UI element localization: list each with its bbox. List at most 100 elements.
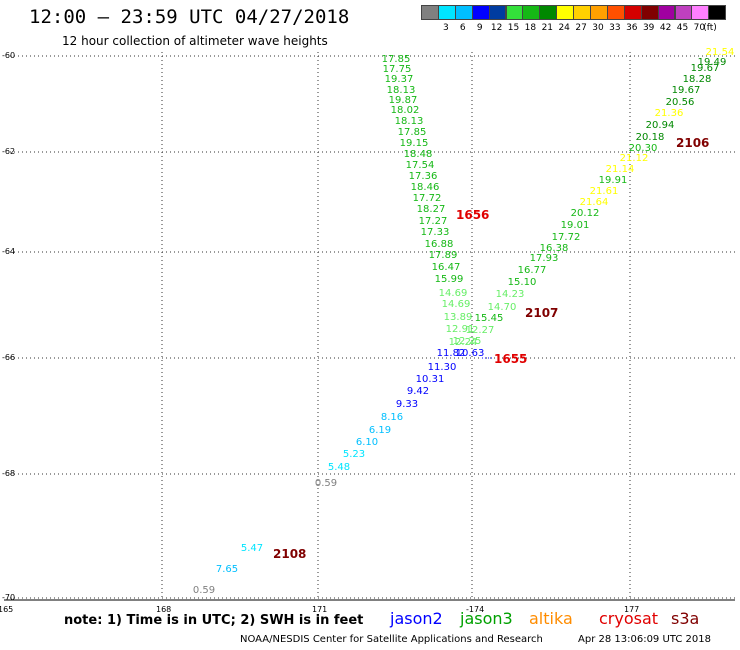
wave-height-value: 9.33 (395, 399, 419, 410)
wave-height-value: 20.30 (628, 143, 658, 154)
latitude-label: -66 (2, 353, 16, 362)
color-scale-label: 21 (541, 23, 554, 33)
credit-line: NOAA/NESDIS Center for Satellite Applica… (240, 634, 543, 645)
latitude-label: -64 (2, 247, 16, 256)
page-subtitle: 12 hour collection of altimeter wave hei… (62, 34, 328, 48)
legend-altika: altika (529, 609, 573, 628)
wave-height-value: 19.01 (560, 220, 590, 231)
wave-height-value: 21.64 (579, 197, 609, 208)
latitude-label: -70 (2, 593, 16, 602)
wave-height-value: 19.67 (671, 85, 701, 96)
footnote: note: 1) Time is in UTC; 2) SWH is in fe… (64, 613, 364, 628)
wave-height-value: 18.48 (403, 149, 433, 160)
color-scale-label: 12 (490, 23, 503, 33)
wave-height-value: 5.23 (342, 449, 366, 460)
pass-time-label: 2106 (676, 136, 710, 150)
wave-height-value: 15.45 (474, 313, 504, 324)
wave-height-value: 17.85 (381, 54, 411, 65)
color-scale-label: 24 (558, 23, 570, 33)
wave-height-value: 17.75 (382, 64, 412, 75)
longitude-label: 165 (0, 605, 14, 614)
wave-height-value: 14.69 (441, 299, 471, 310)
color-scale-label: 42 (659, 23, 672, 33)
wave-height-value: 15.99 (434, 274, 464, 285)
latitude-label: -60 (2, 51, 16, 60)
wave-height-value: 20.12 (570, 208, 600, 219)
wave-height-value: 5.48 (327, 462, 351, 473)
pass-time-label: 1655 (494, 352, 528, 366)
color-scale-unit: (ft) (703, 23, 717, 33)
wave-height-value: 16.38 (539, 243, 569, 254)
longitude-label: 177 (624, 605, 640, 614)
wave-height-value: 9.42 (406, 386, 430, 397)
wave-height-value: 6.19 (368, 425, 392, 436)
wave-height-value: 19.37 (384, 74, 414, 85)
longitude-label: -174 (466, 605, 485, 614)
wave-height-value: 17.33 (420, 227, 450, 238)
wave-height-value: 18.27 (416, 204, 446, 215)
wave-height-value: 21.54 (705, 47, 735, 58)
wave-height-value: 21.12 (619, 153, 649, 164)
wave-height-value: 12.91 (445, 324, 475, 335)
wave-height-value: 17.72 (551, 232, 581, 243)
wave-height-value: 19.91 (598, 175, 628, 186)
wave-height-value: 20.94 (645, 120, 675, 131)
wave-height-value: 17.36 (408, 171, 438, 182)
wave-height-value: 19.49 (697, 57, 727, 68)
longitude-label: 168 (156, 605, 172, 614)
generated-timestamp: Apr 28 13:06:09 UTC 2018 (578, 634, 711, 645)
color-scale-label: 27 (575, 23, 587, 33)
wave-height-value: 15.10 (507, 277, 537, 288)
wave-height-value: 19.67 (690, 63, 720, 74)
wave-height-value: 17.93 (529, 253, 559, 264)
wave-height-value: 21.36 (654, 108, 684, 119)
wave-height-value: 12.27 (465, 325, 495, 336)
wave-height-value: 17.54 (405, 160, 435, 171)
wave-height-value: 19.15 (399, 138, 429, 149)
latitude-label: -62 (2, 147, 16, 156)
pass-time-label: 2107 (525, 306, 559, 320)
color-scale-label: 33 (609, 23, 621, 33)
color-scale-label: 36 (626, 23, 638, 33)
wave-height-value: 14.69 (438, 288, 468, 299)
wave-height-value: 14.70 (487, 302, 517, 313)
wave-height-value: 16.88 (424, 239, 454, 250)
wave-height-value: 6.10 (355, 437, 379, 448)
color-swatch (708, 5, 727, 20)
color-scale-label: 15 (507, 23, 520, 33)
color-scale-label: 39 (642, 23, 655, 33)
wave-height-value: 17.85 (397, 127, 427, 138)
legend-jason2: jason2 (390, 609, 443, 628)
pass-time-label: 2108 (273, 547, 307, 561)
wave-height-value: 11.82 (436, 348, 466, 359)
wave-height-value: 20.56 (665, 97, 695, 108)
wave-height-value: 0.59 (192, 585, 216, 596)
wave-height-value: 14.23 (495, 289, 525, 300)
color-scale-label: 70 (693, 23, 706, 33)
legend-jason3: jason3 (460, 609, 513, 628)
legend-cryosat: cryosat (599, 609, 659, 628)
wave-height-value: 0.59 (314, 478, 338, 489)
color-scale-label: 30 (592, 23, 604, 33)
wave-height-value: 8.16 (380, 412, 404, 423)
wave-height-value: 21.14 (605, 164, 635, 175)
longitude-label: 171 (312, 605, 328, 614)
color-scale-label: 3 (443, 23, 449, 33)
color-scale-label: 18 (524, 23, 537, 33)
page-title: 12:00 – 23:59 UTC 04/27/2018 (29, 6, 350, 28)
wave-height-value: 17.27 (418, 216, 448, 227)
color-scale-label: 9 (476, 23, 483, 33)
wave-height-value: 10.63 (455, 348, 485, 359)
wave-height-value: 17.89 (428, 250, 458, 261)
wave-height-value: 16.47 (431, 262, 461, 273)
wave-height-value: 18.13 (394, 116, 424, 127)
wave-height-value: 12.24 (448, 337, 478, 348)
legend-s3a: s3a (671, 609, 700, 628)
latitude-label: -68 (2, 469, 16, 478)
wave-height-value: 10.31 (415, 374, 445, 385)
wave-height-value: 20.18 (635, 132, 665, 143)
color-scale-label: 45 (676, 23, 689, 33)
wave-height-value: 18.28 (682, 74, 712, 85)
wave-height-value: 5.47 (240, 543, 264, 554)
